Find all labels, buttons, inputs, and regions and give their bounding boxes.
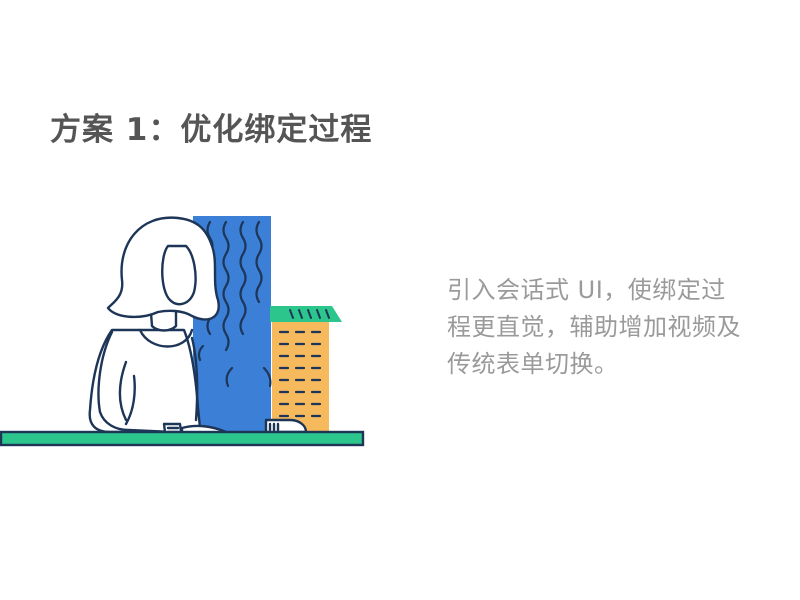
woman-at-desk-illustration bbox=[0, 216, 365, 447]
slide-title: 方案 1：优化绑定过程 bbox=[50, 112, 373, 148]
desk bbox=[0, 430, 365, 447]
description-line: 传统表单切换。 bbox=[447, 350, 619, 378]
slide-description: 引入会话式 UI，使绑定过 程更直觉，辅助增加视频及 传统表单切换。 bbox=[447, 272, 767, 383]
description-line: 引入会话式 UI，使绑定过 bbox=[447, 276, 726, 304]
description-line: 程更直觉，辅助增加视频及 bbox=[447, 313, 741, 341]
woman-figure bbox=[88, 216, 308, 442]
orange-building bbox=[270, 306, 342, 432]
